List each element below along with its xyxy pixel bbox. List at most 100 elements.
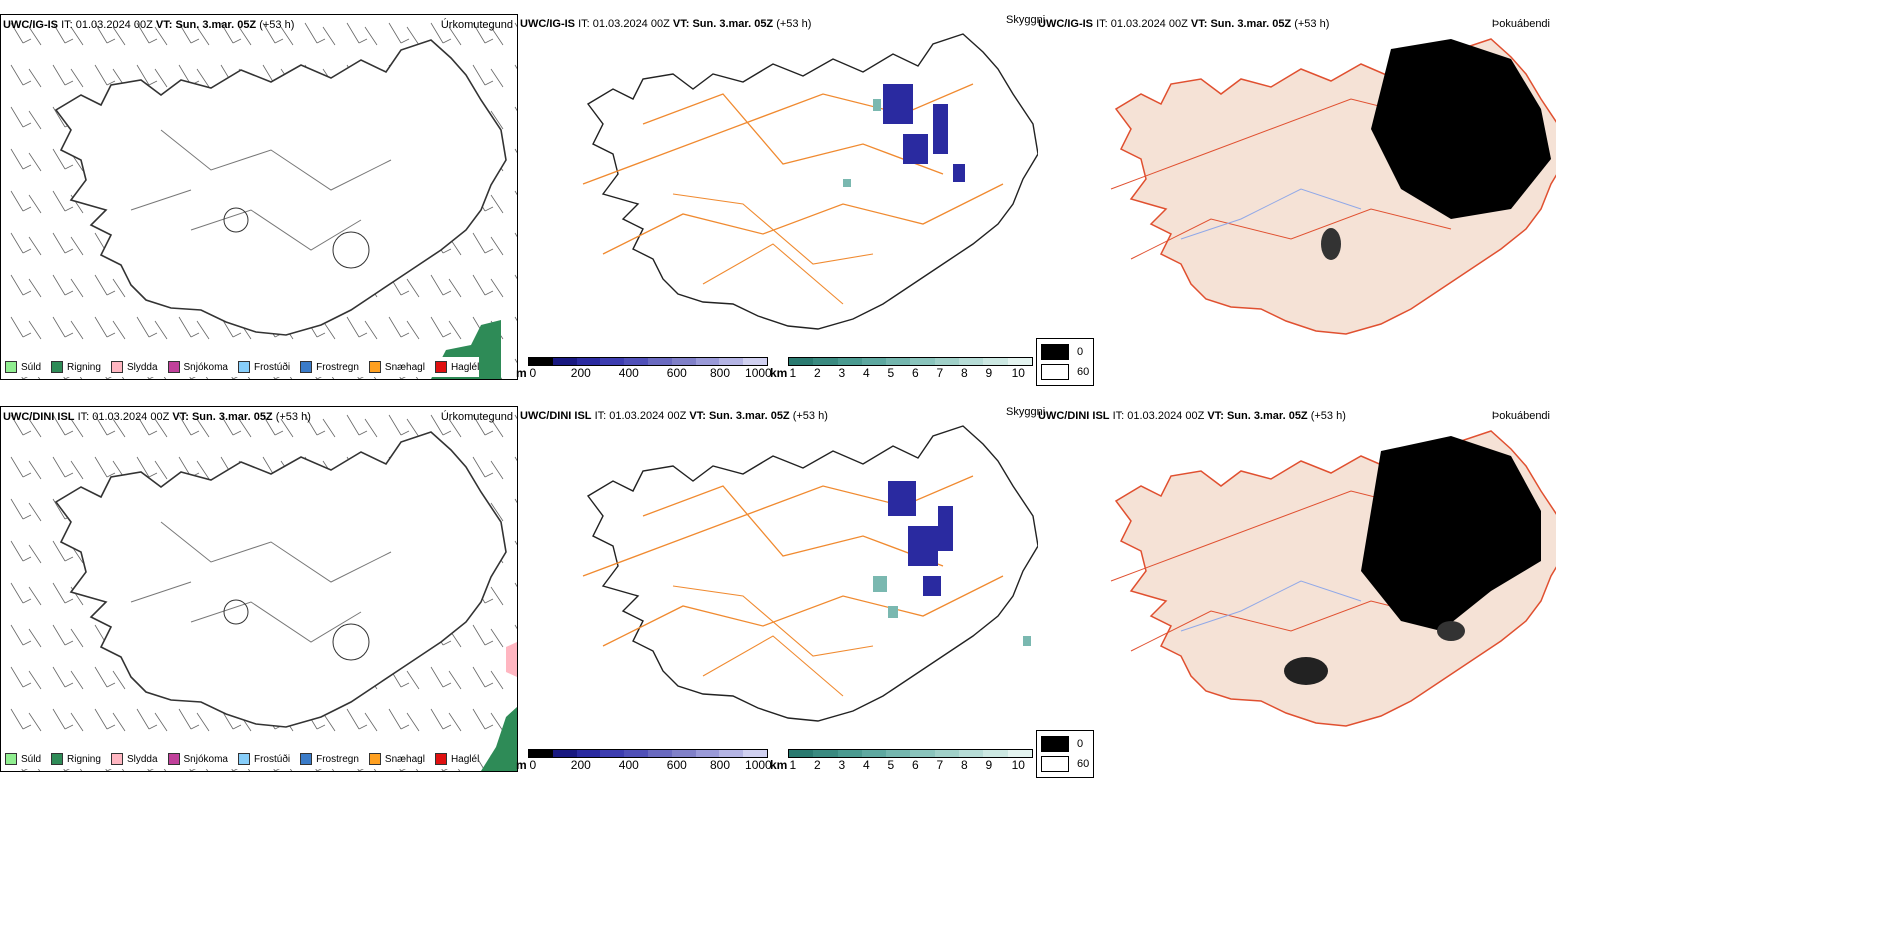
legend-swatch [167, 753, 180, 765]
legend-swatch [110, 753, 123, 765]
panel-type-label: Þokuábendi [1491, 410, 1550, 422]
vt-value: Sun. 3.mar. 05Z [1226, 410, 1308, 422]
vt-value: Sun. 3.mar. 05Z [1210, 18, 1292, 30]
legend-swatch [110, 361, 123, 373]
legend-swatch [434, 753, 447, 765]
lead-time: (+53 h) [1310, 410, 1346, 422]
legend-swatch [237, 753, 250, 765]
vt-value: Sun. 3.mar. 05Z [692, 18, 774, 30]
legend-item: Snjókoma [167, 361, 228, 373]
precip-type-map [1, 407, 517, 771]
panel-header: UWC/DINI ISL IT: 01.03.2024 00Z VT: Sun.… [3, 411, 311, 423]
panel-header: UWC/IG-IS IT: 01.03.2024 00Z VT: Sun. 3.… [3, 19, 294, 31]
legend-swatch [51, 753, 64, 765]
legend-item: Slydda [110, 753, 158, 765]
vt-label: VT: [155, 19, 173, 31]
panel-type-label: Skyggni [1006, 406, 1046, 418]
colorbar-unit: km [770, 758, 788, 772]
legend-swatch [51, 361, 64, 373]
colorbar-track [788, 357, 1033, 366]
legend-item: Frostregn [300, 753, 359, 765]
fog-legend-swatch [1041, 344, 1069, 360]
panel-header: UWC/DINI ISL IT: 01.03.2024 00Z VT: Sun.… [520, 410, 828, 422]
legend-item: Slydda [110, 361, 158, 373]
fog-legend-swatch [1041, 364, 1069, 380]
fog-legend-row: 60 [1041, 362, 1089, 382]
panel-type-label: Úrkomutegund [440, 19, 513, 31]
model-name: UWC/DINI ISL [3, 411, 75, 423]
legend-item: Haglél [434, 753, 479, 765]
precip-legend: Súld Rigning Slydda Snjókoma Frostúði Fr… [5, 749, 480, 769]
lead-time: (+53 h) [776, 18, 812, 30]
vis-colorbar-m: m 0 200 400 600 800 1000 [516, 357, 772, 380]
vt-label: VT: [689, 410, 706, 422]
fog-legend-swatch [1041, 736, 1069, 752]
visibility-map [582, 425, 1038, 722]
fog-legend: 0 60 [1036, 338, 1095, 386]
vis-colorbar-km: km 1 2 3 4 5 6 7 8 9 10 [770, 749, 1033, 772]
lead-time: (+53 h) [1294, 18, 1330, 30]
vt-value: Sun. 3.mar. 05Z [191, 411, 273, 423]
legend-item: Frostúði [237, 361, 290, 373]
it-value: 01.03.2024 00Z [609, 410, 687, 422]
vt-label: VT: [672, 18, 690, 30]
colorbar-unit: km [770, 366, 788, 380]
it-value: 01.03.2024 00Z [1127, 410, 1205, 422]
panel-header: UWC/IG-IS IT: 01.03.2024 00Z VT: Sun. 3.… [520, 18, 811, 30]
panel-header: UWC/IG-IS IT: 01.03.2024 00Z VT: Sun. 3.… [1038, 18, 1329, 30]
precip-type-map [1, 15, 517, 379]
fog-legend: 0 60 [1036, 730, 1095, 778]
legend-item: Haglél [434, 361, 479, 373]
lead-time: (+53 h) [792, 410, 828, 422]
legend-swatch [5, 361, 17, 373]
legend-item: Snjókoma [167, 753, 228, 765]
colorbar-ticks: 1 2 3 4 5 6 7 8 9 10 [789, 366, 1025, 380]
it-label: IT: [61, 19, 73, 31]
colorbar-ticks: 1 2 3 4 5 6 7 8 9 10 [789, 758, 1025, 772]
fog-legend-swatch [1041, 756, 1069, 772]
vt-label: VT: [172, 411, 189, 423]
fog-legend-row: 0 [1041, 734, 1089, 754]
legend-swatch [368, 753, 381, 765]
lead-time: (+53 h) [259, 19, 295, 31]
model-name: UWC/DINI ISL [520, 410, 592, 422]
vt-value: Sun. 3.mar. 05Z [175, 19, 257, 31]
it-label: IT: [1096, 18, 1108, 30]
legend-item: Snæhagl [368, 753, 425, 765]
model-name: UWC/DINI ISL [1038, 410, 1110, 422]
lead-time: (+53 h) [275, 411, 311, 423]
legend-item: Frostúði [237, 753, 290, 765]
model-name: UWC/IG-IS [520, 18, 575, 30]
legend-swatch [300, 361, 313, 373]
colorbar-ticks: 0 200 400 600 800 1000 [529, 366, 772, 380]
precip-type-panel-top: UWC/IG-IS IT: 01.03.2024 00Z VT: Sun. 3.… [0, 14, 518, 380]
legend-item: Súld [5, 361, 41, 373]
vt-value: Sun. 3.mar. 05Z [708, 410, 790, 422]
legend-item: Snæhagl [368, 361, 425, 373]
legend-swatch [300, 753, 313, 765]
panel-type-label: Úrkomutegund [440, 411, 513, 423]
precip-legend: Súld Rigning Slydda Snjókoma Frostúði Fr… [5, 357, 480, 377]
legend-swatch [167, 361, 180, 373]
it-label: IT: [578, 18, 590, 30]
colorbar-ticks: 0 200 400 600 800 1000 [529, 758, 772, 772]
vt-label: VT: [1190, 18, 1208, 30]
legend-swatch [368, 361, 381, 373]
legend-item: Súld [5, 753, 41, 765]
colorbar-track [528, 357, 768, 366]
legend-item: Rigning [51, 361, 101, 373]
model-name: UWC/IG-IS [3, 19, 58, 31]
it-value: 01.03.2024 00Z [75, 19, 153, 31]
model-name: UWC/IG-IS [1038, 18, 1093, 30]
colorbar-unit: m [516, 366, 527, 380]
colorbar-track [528, 749, 768, 758]
colorbar-track [788, 749, 1033, 758]
visibility-panel-bottom: UWC/DINI ISL IT: 01.03.2024 00Z VT: Sun.… [516, 406, 1045, 772]
legend-swatch [237, 361, 250, 373]
it-label: IT: [594, 410, 607, 422]
it-label: IT: [1112, 410, 1125, 422]
vt-label: VT: [1207, 410, 1224, 422]
it-value: 01.03.2024 00Z [592, 18, 670, 30]
panel-type-label: Skyggni [1006, 14, 1046, 26]
legend-swatch [434, 361, 447, 373]
